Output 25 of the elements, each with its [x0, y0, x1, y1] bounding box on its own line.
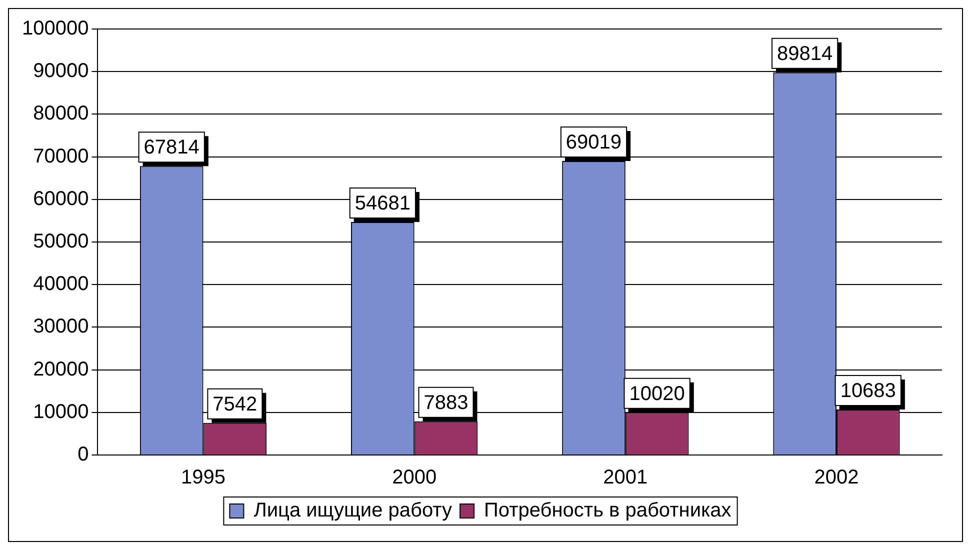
y-tick-label: 30000 — [33, 316, 89, 338]
y-tick-label: 40000 — [33, 273, 89, 296]
data-label: 69019 — [566, 131, 622, 154]
data-label: 67814 — [144, 136, 200, 159]
y-tick-label: 80000 — [33, 102, 89, 125]
data-label: 54681 — [354, 192, 410, 215]
y-tick-label: 70000 — [33, 145, 89, 168]
y-tick-label: 10000 — [33, 400, 89, 423]
data-label: 7542 — [212, 393, 258, 416]
x-tick-label: 2002 — [814, 466, 859, 489]
y-tick-label: 20000 — [33, 358, 89, 380]
x-tick-label: 2000 — [392, 466, 437, 489]
data-label: 10020 — [629, 382, 685, 405]
data-label: 89814 — [776, 42, 833, 65]
y-tick-label: 100000 — [22, 18, 89, 40]
y-tick-label: 50000 — [33, 230, 89, 253]
legend-label: Лица ищущие работу — [254, 500, 452, 522]
data-label: 10683 — [840, 380, 896, 402]
y-tick-label: 60000 — [33, 188, 89, 210]
x-tick-label: 1995 — [181, 466, 226, 489]
data-label: 7883 — [424, 392, 468, 414]
x-tick-label: 2001 — [603, 466, 648, 489]
y-tick-label: 90000 — [33, 60, 89, 82]
legend-label: Потребность в работниках — [484, 500, 732, 522]
y-tick-label: 0 — [78, 444, 89, 466]
